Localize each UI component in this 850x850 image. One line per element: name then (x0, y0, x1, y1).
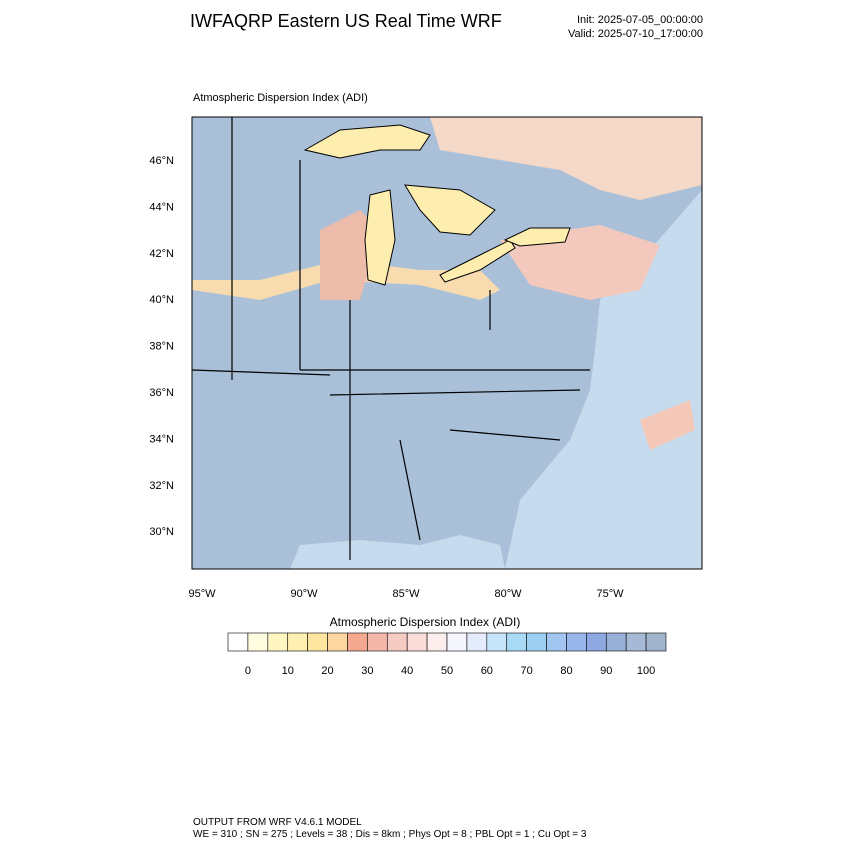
title: IWFAQRP Eastern US Real Time WRF (190, 11, 502, 31)
lon-label: 80°W (494, 588, 522, 600)
colorbar-box (367, 632, 388, 652)
colorbar-box (307, 632, 328, 652)
lat-label: 30°N (149, 526, 174, 538)
colorbar-box (247, 632, 269, 652)
colorbar-box (287, 632, 308, 652)
lat-label: 44°N (149, 201, 174, 213)
colorbar-box (347, 632, 368, 652)
colorbar-box (426, 632, 448, 652)
map-frame (191, 116, 703, 570)
colorbar-title: Atmospheric Dispersion Index (ADI) (330, 615, 521, 629)
colorbar-tick-label: 20 (321, 665, 333, 677)
colorbar-box (486, 632, 508, 652)
lat-label: 38°N (149, 341, 174, 353)
colorbar-box (327, 632, 348, 652)
map (192, 117, 702, 569)
colorbar-box (406, 632, 428, 652)
colorbar-tick-label: 90 (600, 665, 612, 677)
colorbar-box (227, 632, 249, 652)
lon-label: 75°W (596, 588, 624, 600)
offshore-patch (640, 400, 695, 450)
colorbar-box (506, 632, 527, 652)
lat-label: 40°N (149, 294, 174, 306)
lat-label: 42°N (149, 248, 174, 260)
lat-label: 36°N (149, 387, 174, 399)
colorbar-tick-label: 80 (560, 665, 572, 677)
state-lines (192, 117, 590, 560)
colorbar: 0 10 20 30 40 50 60 70 80 90 100 (227, 632, 667, 677)
lat-label: 32°N (149, 480, 174, 492)
colorbar-tick-label: 60 (481, 665, 493, 677)
colorbar-box (586, 632, 607, 652)
lon-label: 90°W (290, 588, 318, 600)
lake-ontario (503, 227, 571, 247)
colorbar-box (566, 632, 587, 652)
colorbar-box (645, 632, 667, 652)
colorbar-box (526, 632, 547, 652)
atlantic (505, 117, 702, 569)
colorbar-box (466, 632, 488, 652)
lon-label: 85°W (392, 588, 420, 600)
colorbar-tick-label: 40 (401, 665, 413, 677)
colorbar-box (546, 632, 567, 652)
colorbar-tick-label: 0 (245, 665, 251, 677)
gulf (290, 535, 505, 569)
colorbar-box (386, 632, 408, 652)
colorbar-box (625, 632, 647, 652)
colorbar-tick-label: 30 (361, 665, 373, 677)
lat-label: 34°N (149, 433, 174, 445)
illinois-band (320, 210, 380, 300)
lon-label: 95°W (188, 588, 216, 600)
colorbar-tick-label: 100 (637, 665, 655, 677)
valid-time: Valid: 2025-07-10_17:00:00 (568, 28, 703, 40)
lat-label: 46°N (149, 155, 174, 167)
map-subtitle: Atmospheric Dispersion Index (ADI) (193, 92, 368, 104)
colorbar-tick-label: 70 (521, 665, 533, 677)
colorbar-tick-label: 10 (282, 665, 294, 677)
colorbar-box (605, 632, 627, 652)
colorbar-box (446, 632, 468, 652)
lake-huron (404, 184, 496, 236)
lake-superior (303, 124, 431, 159)
init-time: Init: 2025-07-05_00:00:00 (577, 14, 703, 26)
footer-line: OUTPUT FROM WRF V4.6.1 MODEL (193, 817, 362, 828)
canada-north (430, 117, 702, 200)
footer-line: WE = 310 ; SN = 275 ; Levels = 38 ; Dis … (193, 829, 587, 840)
colorbar-tick-label: 50 (441, 665, 453, 677)
lake-erie (439, 239, 516, 283)
colorbar-box (267, 632, 289, 652)
lake-michigan (364, 189, 396, 286)
